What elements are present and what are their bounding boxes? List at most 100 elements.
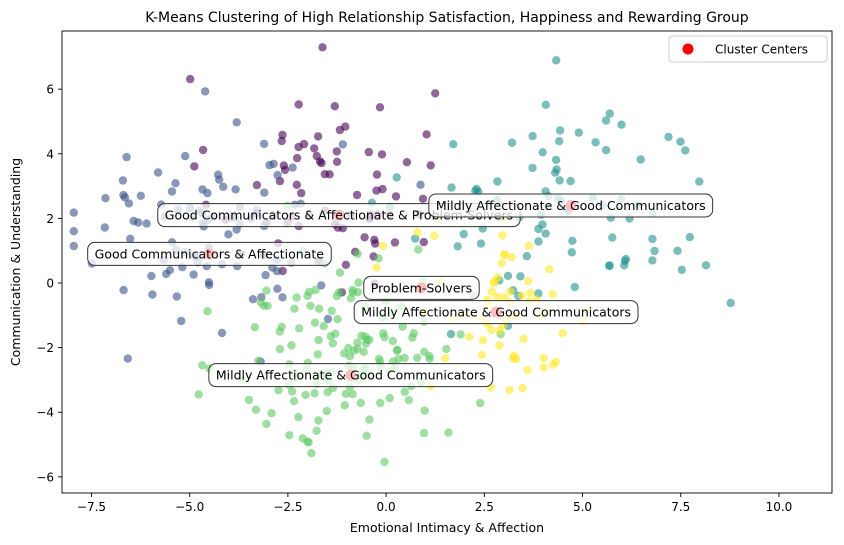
- scatter-point: [507, 253, 516, 262]
- scatter-point: [311, 285, 320, 295]
- scatter-point: [372, 263, 381, 272]
- scatter-point: [648, 256, 657, 265]
- scatter-point: [310, 389, 319, 398]
- scatter-point: [213, 170, 223, 179]
- scatter-point: [353, 288, 363, 297]
- scatter-point: [414, 245, 423, 254]
- scatter-point: [477, 350, 487, 359]
- scatter-point: [280, 165, 290, 175]
- x-tick-label: 5.0: [573, 500, 592, 514]
- cluster-center-annotation: Mildly Affectionate & Good Communicators: [353, 300, 639, 325]
- scatter-point: [501, 250, 510, 259]
- x-tick-label: −7.5: [77, 500, 106, 514]
- scatter-point: [392, 346, 402, 355]
- scatter-point: [558, 329, 567, 338]
- scatter-point: [456, 330, 465, 339]
- scatter-point: [244, 395, 254, 405]
- scatter-point: [365, 415, 374, 424]
- scatter-point: [186, 74, 195, 84]
- scatter-point: [252, 180, 262, 190]
- scatter-point: [441, 354, 450, 363]
- cluster-center-annotation: Good Communicators & Affectionate: [87, 241, 332, 266]
- scatter-point: [198, 361, 207, 370]
- y-tick-label: −2: [36, 341, 54, 355]
- scatter-point: [203, 307, 212, 316]
- scatter-point: [327, 306, 336, 315]
- scatter-point: [360, 233, 369, 242]
- scatter-point: [353, 249, 362, 259]
- scatter-point: [648, 234, 657, 244]
- scatter-point: [333, 315, 342, 324]
- scatter-point: [332, 157, 342, 166]
- scatter-point: [259, 301, 269, 310]
- scatter-point: [422, 130, 431, 139]
- y-tick-label: 2: [46, 212, 54, 226]
- scatter-point: [319, 322, 328, 331]
- scatter-point: [413, 353, 422, 362]
- scatter-point: [292, 180, 301, 189]
- scatter-point: [312, 426, 321, 435]
- scatter-point: [538, 148, 547, 157]
- cluster-center-label: Mildly Affectionate & Good Communicators: [216, 368, 486, 383]
- y-tick-label: 4: [46, 147, 54, 161]
- scatter-point: [541, 229, 550, 238]
- cluster-center-annotation: Problem-Solvers: [363, 275, 480, 300]
- scatter-point: [498, 231, 507, 240]
- scatter-point: [601, 116, 611, 125]
- scatter-point: [478, 336, 488, 345]
- scatter-point: [353, 344, 362, 354]
- scatter-point: [201, 87, 210, 96]
- scatter-point: [287, 387, 297, 396]
- scatter-point: [123, 354, 132, 363]
- scatter-point: [398, 322, 407, 331]
- scatter-point: [119, 190, 128, 200]
- scatter-point: [262, 286, 271, 295]
- scatter-point: [219, 182, 228, 191]
- scatter-point: [353, 338, 362, 347]
- scatter-point: [555, 126, 565, 135]
- scatter-point: [673, 246, 682, 255]
- scatter-point: [278, 293, 287, 302]
- scatter-point: [459, 229, 468, 239]
- scatter-point: [374, 254, 383, 263]
- scatter-point: [303, 291, 312, 300]
- scatter-point: [500, 293, 509, 302]
- scatter-point: [198, 145, 208, 155]
- scatter-point: [259, 139, 269, 149]
- scatter-point: [288, 163, 297, 172]
- scatter-point: [356, 398, 365, 408]
- scatter-point: [181, 151, 190, 161]
- scatter-point: [290, 304, 299, 313]
- scatter-point: [385, 393, 394, 403]
- scatter-point: [306, 301, 315, 311]
- annotation-box: [208, 363, 494, 388]
- scatter-point: [505, 386, 514, 395]
- scatter-point: [400, 387, 409, 396]
- scatter-point: [391, 192, 401, 201]
- scatter-point: [301, 390, 310, 400]
- scatter-point: [248, 295, 258, 304]
- scatter-point: [425, 354, 434, 363]
- scatter-point: [335, 268, 345, 277]
- scatter-point: [388, 336, 397, 346]
- scatter-point: [541, 100, 550, 110]
- scatter-point: [519, 334, 528, 343]
- scatter-point: [254, 356, 263, 365]
- scatter-point: [338, 140, 347, 149]
- scatter-point: [676, 137, 685, 146]
- scatter-point: [539, 363, 548, 372]
- scatter-point: [552, 165, 561, 174]
- scatter-point: [100, 223, 110, 232]
- scatter-point: [511, 354, 521, 364]
- scatter-point: [118, 176, 128, 185]
- cluster-center-label: Mildly Affectionate & Good Communicators: [361, 305, 631, 320]
- scatter-point: [701, 261, 711, 270]
- y-tick-label: −6: [36, 470, 54, 484]
- scatter-point: [402, 158, 412, 167]
- scatter-point: [539, 354, 548, 363]
- scatter-point: [315, 157, 325, 166]
- scatter-point: [371, 239, 380, 248]
- scatter-point: [129, 216, 138, 226]
- scatter-point: [313, 350, 322, 359]
- x-tick-label: 7.5: [671, 500, 690, 514]
